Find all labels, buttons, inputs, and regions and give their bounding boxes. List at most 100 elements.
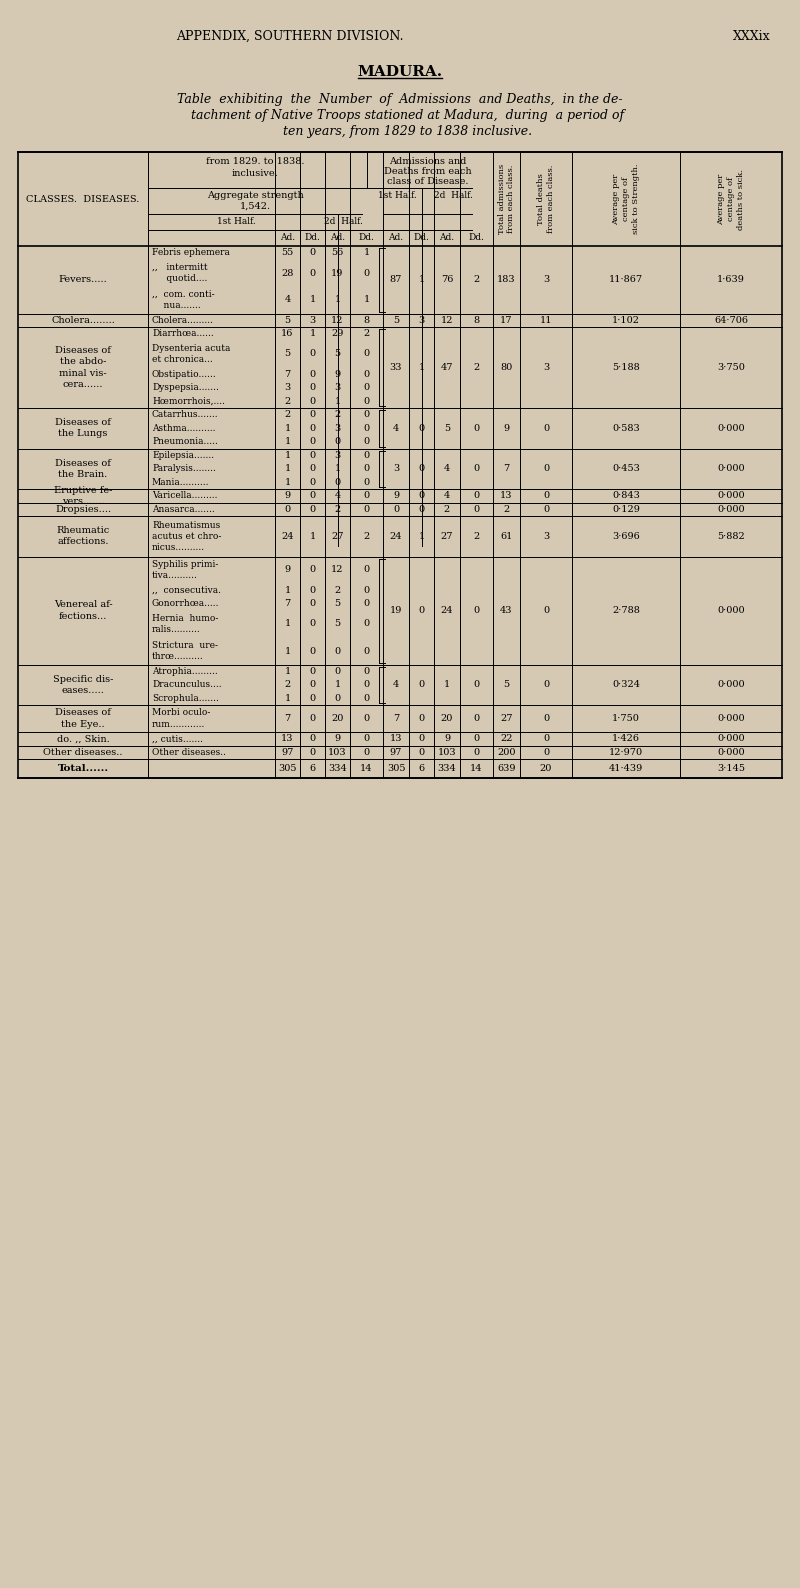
Text: 1: 1 xyxy=(310,295,316,305)
Text: 5: 5 xyxy=(334,349,341,359)
Text: 4: 4 xyxy=(444,464,450,473)
Text: 0: 0 xyxy=(363,565,370,575)
Text: 0: 0 xyxy=(334,437,341,446)
Text: 0: 0 xyxy=(363,734,370,743)
Text: 0: 0 xyxy=(418,607,425,615)
Text: 16: 16 xyxy=(282,329,294,338)
Text: 0·000: 0·000 xyxy=(717,607,745,615)
Text: Diseases of
the Brain.: Diseases of the Brain. xyxy=(55,459,111,480)
Text: 0: 0 xyxy=(543,748,549,757)
Text: 2: 2 xyxy=(363,532,370,542)
Text: 1: 1 xyxy=(284,694,290,703)
Text: Fevers.....: Fevers..... xyxy=(58,275,107,284)
Text: 4: 4 xyxy=(284,295,290,305)
Text: Total deaths
from each class.: Total deaths from each class. xyxy=(537,165,555,233)
Text: Total admissions
from each class.: Total admissions from each class. xyxy=(498,164,515,233)
Text: 80: 80 xyxy=(500,364,513,372)
Text: 0: 0 xyxy=(418,748,425,757)
Text: 1: 1 xyxy=(418,364,425,372)
Text: 0: 0 xyxy=(363,505,370,515)
Text: Total......: Total...... xyxy=(58,764,109,773)
Text: 0: 0 xyxy=(310,464,315,473)
Text: Ad.: Ad. xyxy=(330,233,345,243)
Text: 1: 1 xyxy=(284,646,290,656)
Text: 2: 2 xyxy=(334,505,341,515)
Text: 6: 6 xyxy=(418,764,425,773)
Text: Cholera........: Cholera........ xyxy=(51,316,115,326)
Text: Hernia  humo-
ralis..........: Hernia humo- ralis.......... xyxy=(152,615,218,634)
Text: 0: 0 xyxy=(363,451,370,461)
Text: Varicella.........: Varicella......... xyxy=(152,491,218,500)
Text: 2d  Half.: 2d Half. xyxy=(434,192,473,200)
Text: 0: 0 xyxy=(474,607,479,615)
Text: 2: 2 xyxy=(284,397,290,407)
Text: 0: 0 xyxy=(474,424,479,434)
Text: 0: 0 xyxy=(363,349,370,359)
Text: 0: 0 xyxy=(310,599,315,608)
Text: 0: 0 xyxy=(418,505,425,515)
Text: 64·706: 64·706 xyxy=(714,316,748,326)
Text: 41·439: 41·439 xyxy=(609,764,643,773)
Text: 47: 47 xyxy=(441,364,454,372)
Text: 12: 12 xyxy=(331,565,344,575)
Text: 2: 2 xyxy=(284,410,290,419)
Text: 0: 0 xyxy=(310,680,315,689)
Text: 0·000: 0·000 xyxy=(717,734,745,743)
Text: Ad.: Ad. xyxy=(280,233,295,243)
Text: 7: 7 xyxy=(284,715,290,723)
Text: 0·129: 0·129 xyxy=(612,505,640,515)
Text: 24: 24 xyxy=(282,532,294,542)
Text: 6: 6 xyxy=(310,764,315,773)
Text: Dd.: Dd. xyxy=(414,233,430,243)
Text: Diseases of
the abdo-
minal vis-
cera......: Diseases of the abdo- minal vis- cera...… xyxy=(55,346,111,389)
Text: 1,542.: 1,542. xyxy=(239,202,270,211)
Text: 0: 0 xyxy=(418,734,425,743)
Text: 33: 33 xyxy=(390,364,402,372)
Text: 1: 1 xyxy=(284,667,290,676)
Text: 0: 0 xyxy=(285,505,290,515)
Text: 1: 1 xyxy=(284,424,290,434)
Text: 0: 0 xyxy=(418,680,425,689)
Text: Eruptive fe-
vers.......: Eruptive fe- vers....... xyxy=(54,486,112,507)
Text: 2: 2 xyxy=(334,410,341,419)
Text: 2: 2 xyxy=(334,586,341,596)
Text: 13: 13 xyxy=(282,734,294,743)
Text: 0: 0 xyxy=(363,437,370,446)
Text: 3: 3 xyxy=(334,424,341,434)
Text: 9: 9 xyxy=(444,734,450,743)
Text: Hœmorrhois,....: Hœmorrhois,.... xyxy=(152,397,225,407)
Text: 0: 0 xyxy=(363,694,370,703)
Text: 1·639: 1·639 xyxy=(717,275,745,284)
Text: 0: 0 xyxy=(310,451,315,461)
Text: 0: 0 xyxy=(310,586,315,596)
Text: Dropsies....: Dropsies.... xyxy=(55,505,111,515)
Text: Dracunculus....: Dracunculus.... xyxy=(152,680,222,689)
Text: 0: 0 xyxy=(363,478,370,488)
Text: Gonorrhœa.....: Gonorrhœa..... xyxy=(152,599,219,608)
Text: 0: 0 xyxy=(310,248,315,257)
Text: 5: 5 xyxy=(285,316,290,326)
Text: 1: 1 xyxy=(284,464,290,473)
Text: 0·843: 0·843 xyxy=(612,491,640,500)
Text: 334: 334 xyxy=(438,764,456,773)
Text: 0: 0 xyxy=(310,715,315,723)
Text: 0: 0 xyxy=(334,667,341,676)
Text: 0: 0 xyxy=(310,383,315,392)
Text: 3: 3 xyxy=(543,532,549,542)
Text: 61: 61 xyxy=(500,532,513,542)
Text: Pneumonia.....: Pneumonia..... xyxy=(152,437,218,446)
Text: 103: 103 xyxy=(328,748,347,757)
Text: 0·583: 0·583 xyxy=(612,424,640,434)
Text: 1: 1 xyxy=(363,248,370,257)
Text: Venereal af-
fections...: Venereal af- fections... xyxy=(54,600,112,621)
Text: 0: 0 xyxy=(363,646,370,656)
Text: 0: 0 xyxy=(474,715,479,723)
Text: 1: 1 xyxy=(284,437,290,446)
Text: 1: 1 xyxy=(334,397,341,407)
Text: 12: 12 xyxy=(331,316,344,326)
Text: 0: 0 xyxy=(310,505,315,515)
Text: 19: 19 xyxy=(390,607,402,615)
Text: 334: 334 xyxy=(328,764,347,773)
Text: 0: 0 xyxy=(363,680,370,689)
Text: 3·750: 3·750 xyxy=(717,364,745,372)
